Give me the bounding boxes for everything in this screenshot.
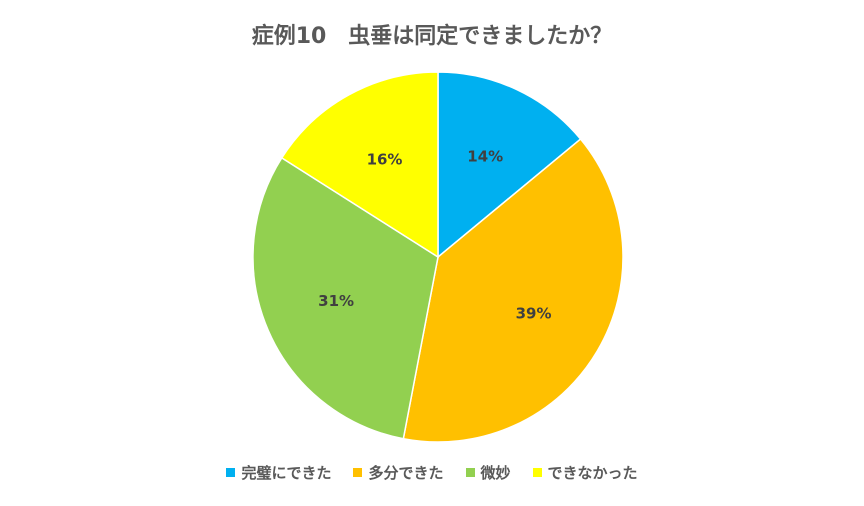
data-label-4: 16% — [367, 151, 403, 169]
legend-swatch — [465, 468, 475, 477]
pie-slice-2 — [402, 138, 624, 443]
legend-label: 多分できた — [368, 464, 444, 482]
pie-slice-4 — [280, 71, 439, 259]
legend-item-2: 多分できた — [353, 462, 444, 483]
pie-slice-1 — [437, 71, 582, 259]
legend-item-4: できなかった — [532, 462, 638, 483]
data-label-2: 39% — [516, 305, 552, 323]
legend-item-3: 微妙 — [465, 462, 511, 483]
legend-swatch — [226, 468, 236, 477]
data-label-1: 14% — [467, 148, 503, 166]
chart-legend: 完璧にできた 多分できた 微妙 できなかった — [0, 462, 864, 483]
legend-swatch — [532, 468, 542, 477]
chart-title: 症例10 虫垂は同定できましたか？ — [251, 24, 613, 49]
legend-swatch — [353, 468, 363, 477]
data-label-3: 31% — [318, 292, 354, 310]
legend-label: 完璧にできた — [241, 464, 332, 482]
legend-label: できなかった — [547, 464, 638, 482]
legend-label: 微妙 — [480, 464, 511, 482]
legend-item-1: 完璧にできた — [226, 462, 331, 483]
